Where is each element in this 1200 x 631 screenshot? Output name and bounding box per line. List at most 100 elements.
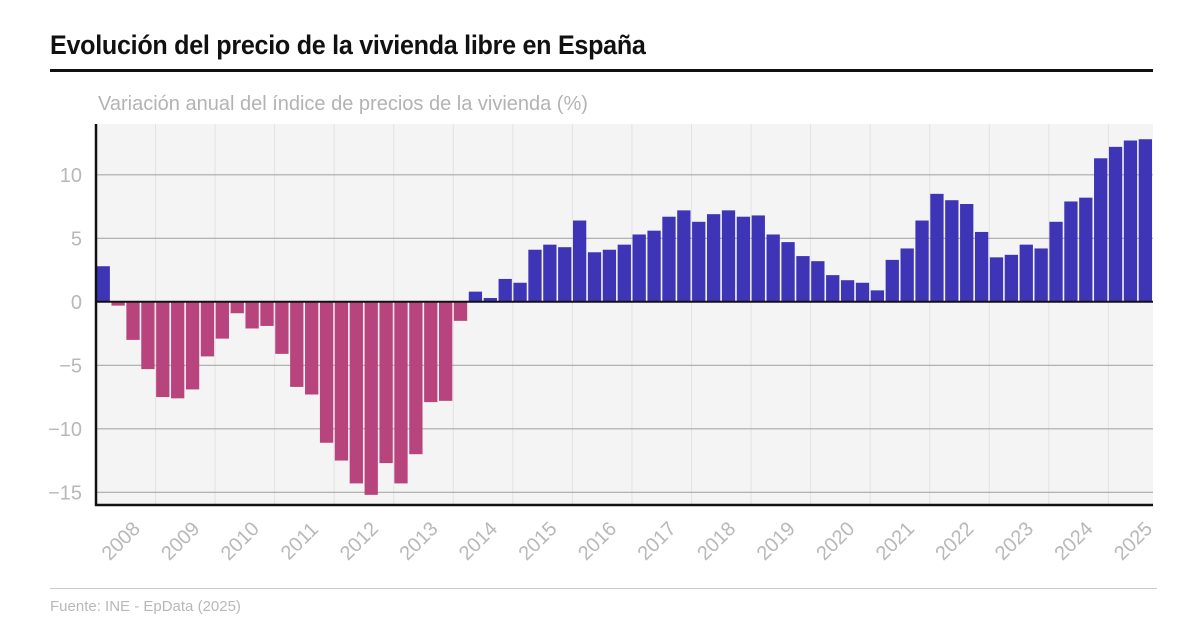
bar [572, 220, 587, 302]
bar [736, 216, 751, 302]
x-tick-label: 2017 [634, 518, 681, 565]
bar [200, 301, 215, 357]
x-tick-label: 2025 [1110, 518, 1157, 565]
bar [647, 230, 661, 302]
bar [1138, 139, 1152, 302]
bar [230, 301, 244, 314]
bar [989, 257, 1004, 302]
bar [1019, 244, 1033, 302]
bar [840, 280, 855, 302]
bar [528, 249, 542, 302]
title-divider [50, 69, 1153, 72]
bar [260, 301, 274, 326]
bar [364, 301, 378, 495]
y-tick-label: 5 [71, 228, 82, 250]
bar [245, 301, 259, 329]
bar [915, 220, 929, 302]
bar [766, 234, 780, 302]
x-tick-label: 2019 [753, 518, 800, 565]
bar [424, 301, 438, 403]
bar [677, 210, 691, 302]
bar [960, 204, 974, 302]
bar [394, 301, 408, 484]
bar [468, 291, 483, 302]
bar [1004, 254, 1019, 302]
bar [617, 244, 631, 302]
chart-subtitle: Variación anual del índice de precios de… [98, 93, 588, 115]
bar [275, 301, 289, 354]
bar [632, 234, 646, 302]
bar [602, 249, 617, 302]
bar [855, 282, 870, 302]
bar [185, 301, 200, 390]
x-tick-label: 2010 [217, 518, 264, 565]
bar [781, 242, 795, 302]
bar [721, 210, 736, 302]
bar [930, 193, 944, 302]
x-tick-label: 2024 [1051, 518, 1098, 565]
bar [1108, 146, 1123, 302]
bar [498, 278, 512, 302]
x-tick-label: 2018 [693, 518, 740, 565]
bar [215, 301, 229, 339]
x-tick-label: 2015 [515, 518, 562, 565]
bar [543, 244, 557, 302]
y-tick-label: −10 [48, 419, 82, 441]
bar [1049, 221, 1063, 302]
y-tick-label: −5 [59, 355, 82, 377]
y-tick-label: −15 [48, 482, 82, 504]
bar [171, 301, 185, 399]
bar [1094, 158, 1108, 302]
y-tick-label: 10 [60, 165, 82, 187]
x-tick-label: 2013 [395, 518, 442, 565]
bar [156, 301, 170, 398]
bar [662, 216, 676, 302]
bar [349, 301, 363, 484]
x-tick-label: 2023 [991, 518, 1038, 565]
bar [334, 301, 349, 461]
x-tick-label: 2012 [336, 518, 383, 565]
chart-title: Evolución del precio de la vivienda libr… [50, 30, 646, 60]
bar [587, 252, 602, 302]
bar [439, 301, 453, 401]
bar [900, 248, 914, 302]
x-tick-label: 2014 [455, 518, 502, 565]
bar [945, 200, 959, 302]
bar [1064, 201, 1078, 302]
bar [796, 256, 810, 302]
x-tick-label: 2008 [98, 518, 145, 565]
bar [706, 214, 721, 302]
bar [1123, 140, 1138, 302]
x-tick-label: 2009 [157, 518, 204, 565]
bar [126, 301, 140, 340]
footer-divider [50, 588, 1157, 589]
bar [811, 261, 825, 302]
bar [1079, 197, 1093, 302]
x-tick-label: 2022 [931, 518, 978, 565]
bar [885, 259, 899, 302]
x-tick-label: 2016 [574, 518, 621, 565]
bar [826, 275, 840, 302]
bar [974, 231, 989, 302]
bar [379, 301, 393, 464]
bar [409, 301, 423, 455]
bar [96, 266, 110, 302]
bar [692, 221, 706, 302]
y-tick-label: 0 [71, 292, 82, 314]
bar [305, 301, 319, 395]
bar [483, 297, 497, 302]
bar [558, 247, 572, 302]
bar [141, 301, 155, 370]
x-tick-label: 2021 [872, 518, 919, 565]
bar [751, 215, 765, 302]
source-note: Fuente: INE - EpData (2025) [50, 598, 241, 615]
x-tick-label: 2020 [812, 518, 859, 565]
bar [513, 282, 527, 302]
bar [1034, 248, 1048, 302]
x-tick-label: 2011 [277, 518, 323, 564]
bar [870, 290, 885, 302]
bar [319, 301, 334, 443]
bar [453, 301, 468, 321]
bar [111, 301, 125, 306]
